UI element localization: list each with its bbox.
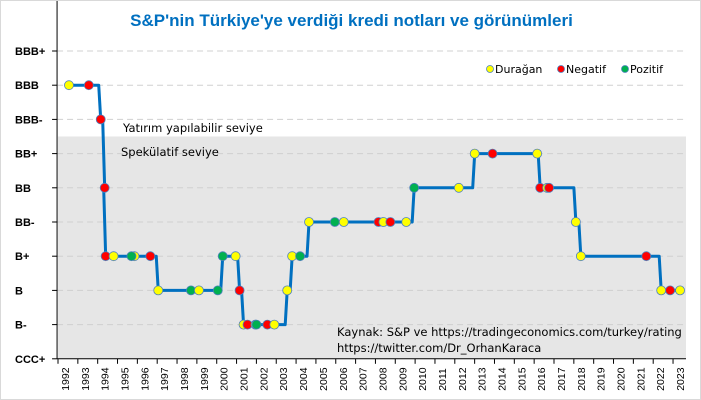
- data-point-N: [665, 285, 676, 296]
- data-point-N: [641, 251, 652, 262]
- x-tick-label: 1998: [179, 367, 191, 391]
- x-tick-label: 2006: [338, 367, 350, 391]
- data-point-G: [409, 182, 420, 193]
- data-point-Y: [269, 319, 280, 330]
- legend-label: Pozitif: [630, 63, 664, 76]
- x-tick-label: 2012: [457, 367, 469, 391]
- data-point-Y: [230, 251, 241, 262]
- data-point-N: [145, 251, 156, 262]
- x-tick-label: 2015: [516, 367, 528, 391]
- legend-marker-G: [621, 65, 629, 73]
- y-tick-label: BB-: [15, 217, 35, 229]
- x-tick-label: 2000: [219, 367, 231, 391]
- y-tick-label: BBB+: [15, 46, 45, 58]
- legend-label: Negatif: [566, 63, 607, 76]
- data-point-G: [217, 251, 228, 262]
- x-tick-label: 2020: [616, 367, 628, 391]
- x-tick-label: 2017: [556, 367, 568, 391]
- data-point-G: [329, 217, 340, 227]
- x-tick-label: 2001: [239, 367, 251, 391]
- data-point-G: [251, 319, 262, 330]
- data-point-Y: [675, 285, 685, 296]
- annotation-source: Kaynak: S&P ve https://tradingeconomics.…: [337, 325, 682, 339]
- data-point-Y: [338, 217, 349, 227]
- y-tick-label: B-: [15, 320, 27, 332]
- x-tick-label: 2013: [477, 367, 489, 391]
- x-tick-label: 1996: [139, 367, 151, 391]
- data-point-N: [385, 217, 396, 227]
- data-point-N: [544, 182, 554, 193]
- data-point-Y: [575, 251, 586, 262]
- x-tick-label: 1999: [199, 367, 211, 391]
- x-tick-label: 2014: [496, 367, 508, 391]
- legend-marker-N: [557, 65, 565, 73]
- x-tick-label: 2018: [576, 367, 588, 391]
- y-tick-label: BB: [15, 183, 31, 195]
- x-tick-label: 2023: [675, 367, 687, 391]
- x-tick-label: 2010: [417, 367, 429, 391]
- x-tick-label: 2003: [278, 367, 290, 391]
- data-point-Y: [304, 217, 314, 227]
- data-point-Y: [532, 148, 543, 159]
- data-point-N: [487, 148, 498, 159]
- x-tick-label: 1995: [120, 367, 132, 391]
- y-tick-label: CCC+: [15, 354, 45, 366]
- x-tick-label: 2011: [437, 368, 449, 391]
- x-tick-label: 2021: [635, 367, 647, 391]
- annotation-investment: Yatırım yapılabilir seviye: [122, 121, 263, 135]
- data-point-G: [126, 251, 137, 262]
- y-tick-label: BBB-: [15, 114, 43, 126]
- annotation-twitter: https://twitter.com/Dr_OrhanKaraca: [337, 341, 541, 355]
- data-point-N: [234, 285, 245, 296]
- data-point-N: [99, 182, 110, 193]
- x-tick-label: 2022: [655, 367, 667, 391]
- data-point-Y: [453, 182, 464, 193]
- annotation-speculative: Spekülatif seviye: [121, 145, 219, 159]
- x-tick-label: 2009: [397, 367, 409, 391]
- data-point-Y: [108, 251, 119, 262]
- x-tick-label: 2008: [377, 367, 389, 391]
- chart-title: S&P'nin Türkiye'ye verdiği kredi notları…: [130, 11, 573, 30]
- x-tick-label: 1997: [159, 367, 171, 391]
- x-tick-label: 2005: [318, 367, 330, 391]
- y-tick-label: B: [15, 285, 23, 297]
- x-tick-label: 1994: [100, 367, 112, 391]
- y-tick-label: BB+: [15, 149, 37, 161]
- data-point-Y: [401, 217, 412, 227]
- data-point-N: [95, 114, 106, 125]
- y-tick-label: B+: [15, 251, 29, 263]
- x-tick-label: 1992: [60, 367, 72, 391]
- x-tick-label: 2016: [536, 367, 548, 391]
- data-point-Y: [570, 217, 581, 227]
- x-tick-label: 2007: [358, 367, 370, 391]
- y-tick-label: BBB: [15, 80, 39, 92]
- legend-label: Durağan: [495, 63, 542, 76]
- data-point-Y: [282, 285, 293, 296]
- x-tick-label: 1993: [80, 367, 92, 391]
- x-tick-label: 2004: [298, 367, 310, 391]
- data-point-G: [212, 285, 223, 296]
- data-point-Y: [194, 285, 204, 296]
- data-point-Y: [469, 148, 480, 159]
- data-point-Y: [153, 285, 164, 296]
- x-tick-label: 2002: [258, 367, 270, 391]
- legend-marker-Y: [486, 65, 494, 73]
- data-point-Y: [656, 285, 667, 296]
- data-point-G: [295, 251, 306, 262]
- data-point-Y: [64, 80, 74, 91]
- data-point-N: [83, 80, 94, 91]
- x-tick-label: 2019: [596, 367, 608, 391]
